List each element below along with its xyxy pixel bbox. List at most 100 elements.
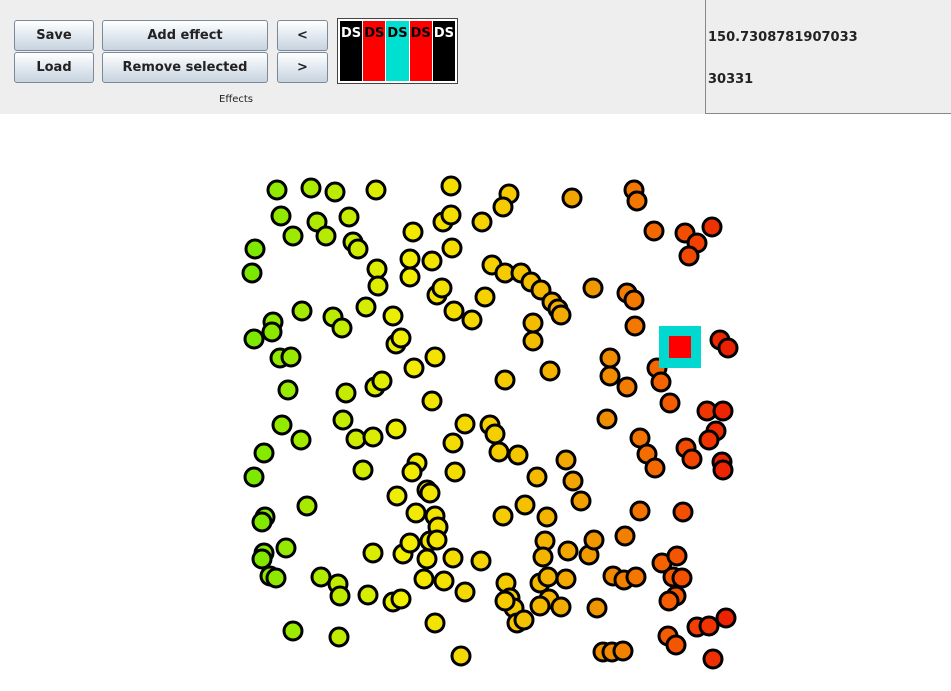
particle-dot[interactable] xyxy=(413,568,435,590)
particle-dot[interactable] xyxy=(550,304,572,326)
particle-dot[interactable] xyxy=(444,461,466,483)
particle-dot[interactable] xyxy=(371,370,393,392)
particle-dot[interactable] xyxy=(403,357,425,379)
particle-dot[interactable] xyxy=(616,376,638,398)
particle-dot[interactable] xyxy=(561,187,583,209)
particle-dot[interactable] xyxy=(492,196,514,218)
effect-swatch[interactable]: DS xyxy=(363,21,386,81)
particle-dot[interactable] xyxy=(665,634,687,656)
particle-dot[interactable] xyxy=(315,225,337,247)
particle-dot[interactable] xyxy=(241,262,263,284)
particle-dot[interactable] xyxy=(402,221,424,243)
particle-dot[interactable] xyxy=(243,328,265,350)
particle-dot[interactable] xyxy=(532,546,554,568)
particle-dot[interactable] xyxy=(514,494,536,516)
particle-dot[interactable] xyxy=(599,365,621,387)
particle-dot[interactable] xyxy=(352,459,374,481)
particle-dot[interactable] xyxy=(399,532,421,554)
particle-dot[interactable] xyxy=(643,220,665,242)
particle-dot[interactable] xyxy=(282,225,304,247)
particle-dot[interactable] xyxy=(441,237,463,259)
particle-dot[interactable] xyxy=(678,245,700,267)
particle-dot[interactable] xyxy=(282,620,304,642)
particle-dot[interactable] xyxy=(454,581,476,603)
particle-dot[interactable] xyxy=(488,441,510,463)
particle-dot[interactable] xyxy=(550,596,572,618)
particle-dot[interactable] xyxy=(401,461,423,483)
particle-dot[interactable] xyxy=(555,449,577,471)
particle-dot[interactable] xyxy=(659,392,681,414)
particle-dot[interactable] xyxy=(666,545,688,567)
particle-dot[interactable] xyxy=(623,289,645,311)
particle-dot[interactable] xyxy=(471,211,493,233)
particle-dot[interactable] xyxy=(421,250,443,272)
particle-dot[interactable] xyxy=(562,470,584,492)
particle-dot[interactable] xyxy=(331,317,353,339)
particle-dot[interactable] xyxy=(270,205,292,227)
particle-dot[interactable] xyxy=(492,505,514,527)
particle-dot[interactable] xyxy=(362,426,384,448)
particle-dot[interactable] xyxy=(461,309,483,331)
particle-dot[interactable] xyxy=(290,429,312,451)
particle-dot[interactable] xyxy=(310,566,332,588)
particle-dot[interactable] xyxy=(243,466,265,488)
particle-dot[interactable] xyxy=(484,423,506,445)
particle-dot[interactable] xyxy=(431,277,453,299)
particle-dot[interactable] xyxy=(324,181,346,203)
particle-dot[interactable] xyxy=(442,547,464,569)
particle-dot[interactable] xyxy=(599,347,621,369)
particle-dot[interactable] xyxy=(522,330,544,352)
particle-dot[interactable] xyxy=(629,500,651,522)
particle-dot[interactable] xyxy=(586,597,608,619)
particle-dot[interactable] xyxy=(362,542,384,564)
particle-dot[interactable] xyxy=(557,540,579,562)
effect-swatches[interactable]: DS DS DS DS DS xyxy=(337,18,458,84)
particle-dot[interactable] xyxy=(671,567,693,589)
particle-dot[interactable] xyxy=(335,382,357,404)
particle-dot[interactable] xyxy=(366,258,388,280)
particle-dot[interactable] xyxy=(421,390,443,412)
particle-dot[interactable] xyxy=(612,640,634,662)
particle-dot[interactable] xyxy=(338,206,360,228)
particle-dot[interactable] xyxy=(650,371,672,393)
particle-dot[interactable] xyxy=(416,548,438,570)
particle-dot[interactable] xyxy=(275,537,297,559)
previous-button[interactable]: < xyxy=(277,20,328,51)
particle-dot[interactable] xyxy=(405,502,427,524)
particle-dot[interactable] xyxy=(470,550,492,572)
particle-dot[interactable] xyxy=(385,418,407,440)
particle-dot[interactable] xyxy=(277,379,299,401)
particle-dot[interactable] xyxy=(244,238,266,260)
particle-dot[interactable] xyxy=(390,588,412,610)
particle-dot[interactable] xyxy=(529,595,551,617)
particle-dot[interactable] xyxy=(347,238,369,260)
particle-dot[interactable] xyxy=(382,305,404,327)
particle-dot[interactable] xyxy=(291,300,313,322)
particle-dot[interactable] xyxy=(717,337,739,359)
particle-dot[interactable] xyxy=(614,525,636,547)
particle-dot[interactable] xyxy=(681,448,703,470)
particle-dot[interactable] xyxy=(433,570,455,592)
particle-dot[interactable] xyxy=(426,529,448,551)
particle-dot[interactable] xyxy=(266,179,288,201)
particle-dot[interactable] xyxy=(367,275,389,297)
particle-dot[interactable] xyxy=(626,190,648,212)
particle-dot[interactable] xyxy=(537,566,559,588)
particle-dot[interactable] xyxy=(329,585,351,607)
particle-dot[interactable] xyxy=(526,466,548,488)
particle-dot[interactable] xyxy=(539,360,561,382)
particle-dot[interactable] xyxy=(424,346,446,368)
particle-dot[interactable] xyxy=(712,400,734,422)
remove-selected-button[interactable]: Remove selected xyxy=(102,52,268,83)
particle-dot[interactable] xyxy=(494,590,516,612)
particle-dot[interactable] xyxy=(698,429,720,451)
particle-dot[interactable] xyxy=(328,626,350,648)
particle-dot[interactable] xyxy=(261,321,283,343)
particle-dot[interactable] xyxy=(390,327,412,349)
particle-dot[interactable] xyxy=(715,607,737,629)
particle-dot[interactable] xyxy=(698,615,720,637)
load-button[interactable]: Load xyxy=(14,52,94,83)
particle-dot[interactable] xyxy=(300,177,322,199)
particle-dot[interactable] xyxy=(624,315,646,337)
particle-dot[interactable] xyxy=(536,506,558,528)
